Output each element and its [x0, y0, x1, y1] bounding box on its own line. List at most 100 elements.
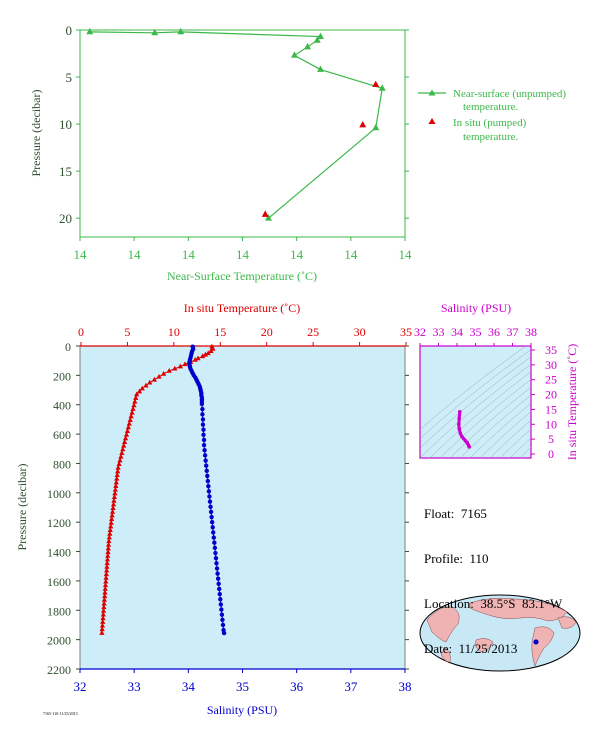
ts-right-axis-title: In situ Temperature (˚C) [565, 344, 579, 461]
temperature-point [99, 630, 105, 635]
profile-salinity-tick-label: 36 [290, 679, 304, 694]
temperature-point [111, 497, 117, 503]
temperature-point [127, 417, 133, 422]
profile-bottom-axis-title: Salinity (PSU) [207, 703, 277, 717]
profile-chart: 0200400600800100012001400160018002000220… [15, 301, 412, 717]
salinity-point [200, 417, 206, 422]
profile-y-tick-label: 600 [53, 428, 71, 442]
temperature-point [156, 373, 162, 379]
temperature-point [114, 475, 120, 481]
temperature-profile [99, 343, 216, 635]
profile-salinity-tick-label: 32 [74, 679, 87, 694]
near-surface-point [177, 27, 185, 35]
profile-y-tick-label: 1400 [47, 546, 71, 560]
temperature-point [117, 457, 123, 463]
near-surface-point [317, 65, 324, 72]
near-surface-x-tick-label: 14 [74, 247, 88, 262]
profile-temperature-tick-label: 35 [400, 325, 412, 339]
profile-y-tick-label: 2000 [47, 634, 71, 648]
temperature-point [119, 450, 125, 455]
ts-salinity-tick-label: 35 [470, 325, 482, 339]
near-surface-point [304, 42, 311, 50]
profile-y-tick-label: 200 [53, 369, 71, 383]
near-surface-point [372, 123, 380, 131]
ts-temperature-tick-label: 10 [545, 417, 557, 431]
ts-density-contours [420, 346, 531, 458]
salinity-point [212, 545, 218, 551]
temperature-point [104, 560, 110, 566]
ts-point [457, 410, 462, 414]
temperature-point [116, 461, 122, 466]
temperature-point [106, 538, 112, 544]
temperature-point [103, 578, 109, 584]
salinity-point [207, 499, 213, 504]
temperature-point [118, 453, 124, 459]
temperature-point [112, 490, 118, 496]
temperature-point [120, 446, 126, 452]
legend-marker-near-surface [428, 89, 436, 96]
near-surface-x-tick-label: 14 [128, 247, 142, 262]
temperature-point [101, 600, 107, 606]
profile-salinity-ticks: 32 33 34 35 36 37 38 [74, 669, 412, 694]
temperature-point [105, 549, 111, 555]
temperature-point [115, 468, 121, 474]
temperature-point [100, 619, 106, 624]
salinity-point [211, 530, 216, 535]
temperature-point [115, 464, 121, 470]
near-surface-y-tick-label: 15 [59, 164, 72, 179]
temperature-point [102, 589, 108, 595]
salinity-point [203, 458, 208, 463]
ts-density-contour [509, 437, 531, 458]
salinity-point [216, 581, 221, 587]
salinity-point [219, 607, 224, 612]
salinity-point [201, 437, 207, 443]
profile-plot-area [79, 345, 406, 670]
salinity-point [206, 489, 212, 494]
float-id: Float: 7165 [424, 506, 487, 521]
temperature-point [139, 385, 145, 391]
profile-y-tick-label: 1000 [47, 487, 71, 501]
salinity-point [217, 591, 222, 597]
profile-salinity-tick-label: 38 [399, 679, 412, 694]
salinity-point [200, 412, 205, 417]
temperature-point [192, 356, 198, 362]
temperature-point [110, 501, 117, 507]
near-surface-point [265, 214, 272, 221]
salinity-point [202, 453, 208, 458]
salinity-point [202, 448, 207, 453]
near-surface-point [317, 32, 324, 39]
float-marker-dot [533, 639, 539, 645]
ts-salinity-tick-label: 32 [414, 325, 426, 339]
profile-salinity-tick-label: 37 [344, 679, 358, 694]
temperature-point [122, 435, 129, 441]
ts-density-contour [420, 356, 531, 449]
float-info: Float: 7165 Profile: 110 Location: 38.5°… [424, 476, 562, 671]
temperature-point [104, 563, 110, 569]
temperature-point [136, 388, 143, 394]
footer-code: 7165-110-11/25/2013 [43, 711, 78, 716]
near-surface-series [86, 27, 386, 221]
temperature-point [101, 596, 108, 602]
salinity-point [220, 622, 226, 628]
ts-salinity-tick-label: 33 [433, 325, 445, 339]
temperature-point [182, 361, 188, 367]
temperature-point [134, 391, 140, 397]
ts-density-contour [499, 428, 531, 458]
temperature-point [108, 523, 114, 529]
ts-temperature-tick-label: 0 [548, 447, 554, 461]
temperature-point [133, 395, 139, 400]
salinity-point [207, 494, 212, 499]
temperature-point [100, 615, 106, 621]
temperature-point [101, 604, 107, 610]
near-surface-point [291, 51, 298, 58]
salinity-point [199, 401, 205, 407]
salinity-point [217, 586, 222, 592]
salinity-point [211, 535, 216, 540]
salinity-point [208, 504, 213, 509]
profile-y-axis-title: Pressure (decibar) [15, 464, 29, 551]
temperature-point [105, 541, 112, 547]
profile-temperature-tick-label: 10 [168, 325, 180, 339]
temperature-point [107, 527, 113, 533]
